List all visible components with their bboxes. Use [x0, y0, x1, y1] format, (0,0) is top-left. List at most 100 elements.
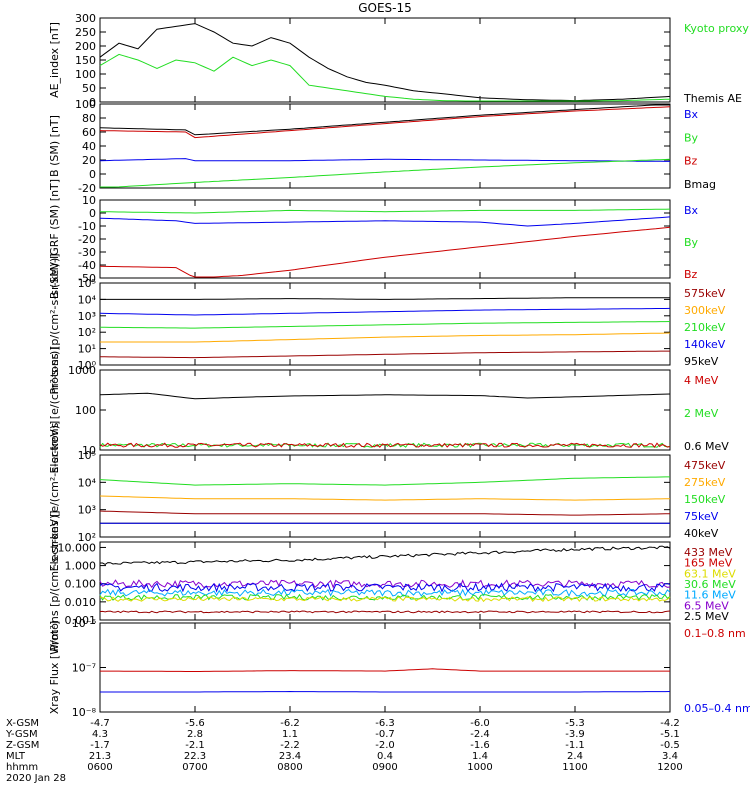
y-tick-label: 10.000 [58, 541, 97, 554]
y-tick-label: 10³ [78, 504, 96, 517]
footer-value: -5.1 [660, 729, 680, 740]
y-tick-label: 300 [75, 12, 96, 25]
footer-value: -2.1 [185, 740, 205, 751]
legend-label: Bz [684, 268, 698, 281]
y-tick-label: -50 [78, 272, 96, 285]
series-line-3 [99, 588, 671, 598]
legend-label: 0.1–0.8 nm [684, 627, 746, 640]
series-line-1 [100, 690, 671, 693]
legend-label: Bx [684, 108, 699, 121]
y-tick-label: -10 [78, 220, 96, 233]
footer-value: 4.3 [92, 729, 108, 740]
panel-frame [99, 369, 671, 451]
series-line-4 [99, 593, 671, 601]
series-line-2 [99, 582, 671, 593]
y-tick-label: 200 [75, 40, 96, 53]
legend-label: Kyoto proxy AE [684, 22, 750, 35]
y-tick-label: 10⁴ [78, 476, 97, 489]
y-tick-label: 50 [82, 82, 96, 95]
y-tick-label: 10⁻⁶ [72, 617, 97, 630]
series-line-5 [99, 596, 671, 603]
panel-4: 10⁰ 10¹ 10² 10³ 10⁴ 10⁵ Protons [p/(cm²-s-sr-k… [48, 253, 726, 394]
footer-value: -6.2 [280, 718, 300, 729]
y-tick-label: 10⁴ [78, 293, 97, 306]
footer-value: -1.7 [90, 740, 110, 751]
series-line-1 [99, 53, 671, 102]
y-tick-label: 40 [82, 140, 96, 153]
legend-label: 30.6 MeV [684, 578, 736, 591]
legend-label: 95keV [684, 355, 719, 368]
legend-label: 210keV [684, 321, 726, 334]
series-line-2 [99, 226, 671, 278]
legend-label: 4 MeV [684, 374, 719, 387]
footer-value: -1.6 [470, 740, 490, 751]
series-line-0 [99, 208, 671, 214]
panel-frame [99, 103, 671, 189]
footer-value: 1100 [562, 762, 587, 773]
series-line-1 [99, 579, 671, 589]
y-tick-label: 10⁵ [78, 277, 96, 290]
series-line-0 [99, 104, 670, 136]
legend-label: 6.5 MeV [684, 599, 729, 612]
y-tick-label: 250 [75, 26, 96, 39]
legend-label: Bz [684, 155, 698, 168]
y-axis-label: Electrons [e/(cm²-s-sr-keV)] [48, 421, 61, 572]
y-tick-label: 100 [75, 404, 96, 417]
footer-value: -2.4 [470, 729, 490, 740]
footer-value: 0900 [372, 762, 397, 773]
footer-value: -4.2 [660, 718, 680, 729]
legend-label: 575keV [684, 287, 726, 300]
panel-5: 10 100 1000 Electrons [e/(cm²-s-sr)] 4 MeV 2 … [48, 346, 729, 473]
y-axis-label: Protons [p/(cm²-s-sr-keV)] [48, 253, 61, 394]
footer-value: 21.3 [89, 751, 111, 762]
y-tick-label: 10 [82, 444, 96, 457]
plot-title: GOES-15 [358, 1, 412, 15]
y-tick-label: 1.000 [65, 560, 97, 573]
footer-value: 2.4 [567, 751, 583, 762]
y-tick-label: -40 [78, 259, 96, 272]
y-axis-label: B (SM)-IGRF (SM) [nT] [48, 179, 61, 299]
footer-value: 2.8 [187, 729, 203, 740]
y-tick-label: -20 [78, 233, 96, 246]
legend-label: 275keV [684, 476, 726, 489]
y-axis-label: Protons [p/(cm²-s-sr-keV)] [48, 510, 61, 651]
series-line-1 [99, 106, 671, 139]
panel-frame [99, 622, 671, 713]
footer-value: 22.3 [184, 751, 206, 762]
series-line-3 [99, 495, 671, 501]
legend-label: 140keV [684, 338, 726, 351]
legend-label: 0.6 MeV [684, 440, 729, 453]
y-tick-label: 100 [75, 98, 96, 111]
legend-label: 433 MeV [684, 546, 733, 559]
y-tick-label: 0.100 [65, 578, 97, 591]
y-tick-label: 150 [75, 54, 96, 67]
y-tick-label: 0 [89, 96, 96, 109]
series-line-1 [99, 307, 671, 316]
legend-label: By [684, 131, 699, 144]
series-line-0 [100, 668, 670, 672]
legend-label: 475keV [684, 459, 726, 472]
footer-row-label: hhmm [6, 762, 38, 773]
series-line-0 [100, 545, 671, 565]
footer-value: -5.3 [565, 718, 585, 729]
y-tick-label: 10² [78, 326, 96, 339]
footer-row-label: Y-GSM [5, 729, 38, 740]
footer-value: 1000 [467, 762, 492, 773]
legend-label: By [684, 236, 699, 249]
y-tick-label: 20 [82, 154, 96, 167]
series-line-2 [99, 442, 671, 449]
series-line-3 [100, 332, 671, 343]
footer-value: -3.9 [565, 729, 585, 740]
legend-label: Themis AE [683, 92, 742, 105]
y-tick-label: 10² [78, 531, 96, 544]
legend-label: 300keV [684, 304, 726, 317]
series-line-4 [100, 350, 670, 359]
legend-label: 11.6 MeV [684, 589, 736, 602]
footer-value: -0.5 [660, 740, 680, 751]
series-line-6 [99, 610, 671, 614]
y-tick-label: 60 [82, 126, 96, 139]
y-tick-label: 10 [82, 194, 96, 207]
